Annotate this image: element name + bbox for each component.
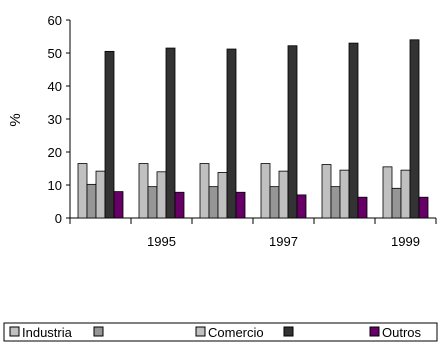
bar [104,50,115,219]
y-tick-label: 20 [48,145,62,160]
bar [174,191,185,219]
bar [138,163,149,219]
legend-box [3,322,438,342]
bar [208,186,219,219]
bar [391,187,402,219]
legend-swatch [9,326,20,337]
y-tick-label: 50 [48,46,62,61]
y-tick-label: 40 [48,79,62,94]
legend: Industria Comercio Outros [3,322,438,342]
legend-label: Outros [382,325,422,340]
legend-label: Industria [22,325,73,340]
bar [409,39,420,219]
bar [156,171,167,219]
y-tick-labels: 0 10 20 30 40 50 60 [48,13,62,226]
bar [418,196,429,219]
bar [86,183,97,219]
legend-swatch [283,326,294,337]
bar [278,170,289,219]
bar [400,169,411,219]
y-axis-label: % [7,113,24,126]
bar [348,42,359,219]
legend-swatch [369,326,380,337]
bar [199,163,210,219]
bar [287,45,298,219]
bar [217,172,228,219]
legend-label: Comercio [208,325,264,340]
axes [66,19,437,224]
bar [357,196,368,219]
bar [165,47,176,219]
bar [269,186,280,219]
bar [330,186,341,219]
bar [235,191,246,219]
y-tick-label: 10 [48,178,62,193]
bar [95,170,106,219]
legend-swatch [93,326,104,337]
bar [321,164,332,219]
y-tick-label: 0 [55,211,62,226]
bars [77,39,429,219]
bar [77,163,88,219]
x-tick-label: 1995 [147,234,176,249]
bar [226,48,237,219]
x-tick-label: 1999 [391,234,420,249]
x-tick-label: 1997 [269,234,298,249]
bar [260,163,271,219]
bar [296,194,307,219]
bar [339,169,350,219]
y-tick-label: 30 [48,112,62,127]
bar [382,166,393,219]
bar [147,186,158,219]
bar [113,191,124,219]
legend-swatch [195,326,206,337]
y-tick-label: 60 [48,13,62,28]
x-tick-labels: 1995 1997 1999 [147,234,420,249]
